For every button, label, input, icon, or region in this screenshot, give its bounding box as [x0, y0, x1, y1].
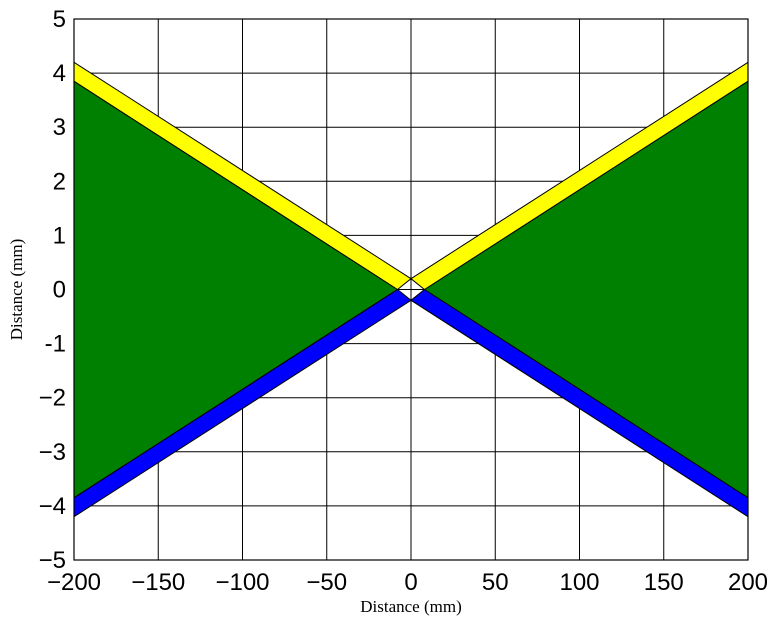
x-tick-label: 0: [404, 569, 417, 596]
plot-areas: [73, 61, 749, 518]
y-tick-label: −2: [39, 385, 66, 412]
y-axis-label: Distance (mm): [7, 239, 26, 341]
plot-frame: [73, 18, 749, 561]
area-series-0-part-1: [423, 80, 749, 499]
y-tick-label: −4: [39, 493, 66, 520]
x-tick-label: 50: [482, 569, 509, 596]
y-tick-label: 4: [53, 60, 66, 87]
y-tick-label: 0: [53, 277, 66, 304]
y-tick-label: −3: [39, 439, 66, 466]
y-tick-label: −5: [39, 547, 66, 574]
x-tick-label: 150: [644, 569, 684, 596]
x-tick-label: −50: [306, 569, 347, 596]
x-tick-label: −150: [131, 569, 185, 596]
x-tick-label: 200: [728, 569, 768, 596]
x-tick-label: −100: [215, 569, 269, 596]
x-axis-label: Distance (mm): [360, 597, 462, 616]
x-tick-label: −200: [47, 569, 101, 596]
x-tick-labels: −200 −150 −100 −50 0 50 100 150 200: [47, 569, 768, 596]
x-tick-label: 100: [559, 569, 599, 596]
y-tick-label: 3: [53, 114, 66, 141]
y-tick-label: -1: [45, 331, 66, 358]
y-tick-labels: −5 −4 −3 −2 -1 0 1 2 3 4 5: [39, 6, 66, 574]
area-series-0-part-0: [73, 80, 399, 499]
y-tick-label: 1: [53, 222, 66, 249]
y-tick-label: 2: [53, 168, 66, 195]
y-tick-label: 5: [53, 6, 66, 33]
